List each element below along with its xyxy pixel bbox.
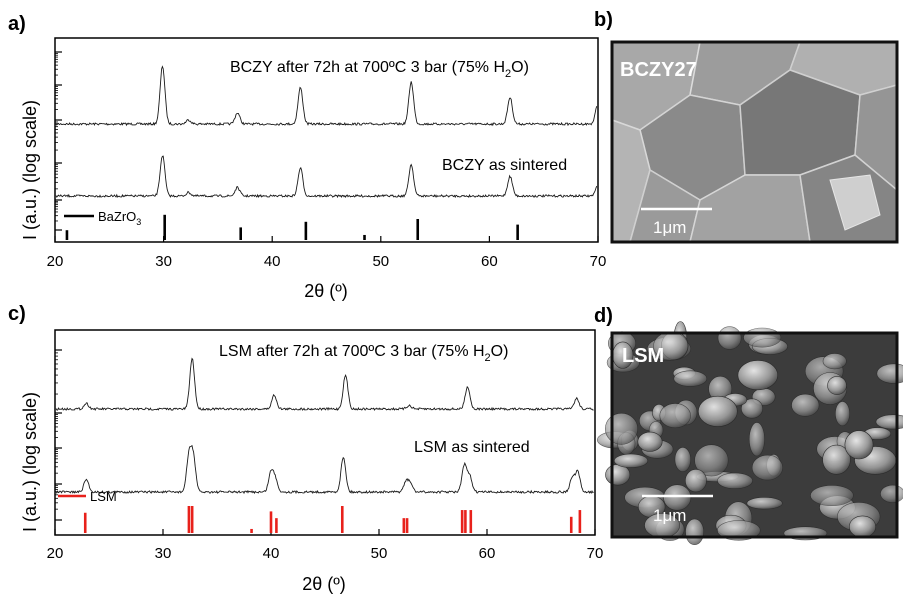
reference-sticks-c (83, 506, 582, 533)
annotation-bczy-after: BCZY after 72h at 700ºC 3 bar (75% H2O) (230, 59, 529, 80)
annotation-bczy-sintered: BCZY as sintered (442, 157, 567, 174)
sem-particle (822, 444, 851, 475)
sem-particle (880, 484, 903, 503)
x-tick-label-c-3: 50 (371, 545, 388, 562)
sem-particle (659, 403, 691, 429)
x-tick-label-a-1: 30 (155, 253, 172, 270)
sem-particle (694, 444, 729, 477)
sem-particle (637, 431, 663, 452)
sem-particle (613, 453, 649, 468)
sem-particle (717, 326, 742, 350)
panel-d: d) LSM 1μm (594, 305, 903, 545)
annotation-lsm-sintered: LSM as sintered (414, 439, 530, 456)
sem-particle (848, 515, 876, 538)
x-tick-label-c-2: 40 (263, 545, 280, 562)
panel-a: a) 20 30 40 50 60 70 BaZrO3 BCZY after 72h at… (8, 13, 606, 301)
x-ticks-c: 20 30 40 50 60 70 (47, 529, 604, 562)
sem-image-bczy27: BCZY27 1μm (610, 40, 899, 244)
series-line-a-0 (55, 65, 598, 127)
sem-particle (737, 360, 778, 391)
x-tick-label-c-4: 60 (479, 545, 496, 562)
sem-particle (604, 412, 638, 445)
series-line-c-1 (55, 444, 594, 495)
x-tick-label-c-1: 30 (155, 545, 172, 562)
series-line-a-1 (55, 155, 598, 199)
sem-particle (717, 472, 753, 489)
panel-letter-d: d) (594, 305, 613, 327)
panel-letter-b: b) (594, 9, 613, 31)
sem-particle (697, 395, 738, 427)
series-group-c (55, 357, 594, 495)
sem-particle (685, 469, 707, 493)
sem-particle (810, 484, 854, 506)
sem-particle (827, 376, 847, 395)
sem-label-lsm: LSM (622, 345, 664, 367)
particle-texture-lsm (596, 321, 903, 545)
y-axis-label-c: I (a.u.) (log scale) (20, 392, 40, 532)
x-tick-label-a-0: 20 (47, 253, 64, 270)
legend-label-lsm: LSM (90, 489, 117, 504)
x-axis-label-c: 2θ (º) (302, 574, 346, 594)
sem-particle (751, 454, 784, 481)
sem-particle (743, 327, 782, 348)
plot-frame-a (54, 37, 599, 243)
sem-particle (748, 422, 765, 457)
sem-particle (674, 446, 691, 472)
sem-particle (791, 393, 820, 417)
x-axis-label-a: 2θ (º) (304, 281, 348, 301)
sem-label-bczy27: BCZY27 (620, 59, 697, 81)
panel-c: c) 20 30 40 50 60 70 LSM LSM after 72h at 700… (8, 303, 603, 594)
panel-b: b) BCZY27 1μm (594, 9, 899, 244)
sem-particle (673, 370, 708, 387)
y-axis-label-a: I (a.u.) (log scale) (20, 100, 40, 240)
x-tick-label-c-5: 70 (587, 545, 604, 562)
panel-letter-a: a) (8, 13, 26, 35)
sem-particle (746, 497, 783, 510)
scale-bar-label-d: 1μm (653, 506, 686, 525)
x-tick-label-a-2: 40 (264, 253, 281, 270)
sem-particle (834, 401, 850, 427)
sem-particle (685, 518, 705, 545)
legend-label-bazro3: BaZrO3 (98, 209, 141, 227)
sem-particle (844, 430, 874, 460)
x-tick-label-a-3: 50 (372, 253, 389, 270)
annotation-lsm-after: LSM after 72h at 700ºC 3 bar (75% H2O) (219, 343, 508, 364)
series-line-c-0 (55, 357, 594, 411)
y-ticks-c (55, 349, 62, 521)
x-tick-label-a-4: 60 (481, 253, 498, 270)
reference-sticks-a (65, 214, 519, 240)
x-tick-label-a-5: 70 (590, 253, 607, 270)
sem-particle (663, 484, 692, 511)
plot-frame-c (54, 329, 596, 536)
x-ticks-a: 20 30 40 50 60 70 (47, 236, 607, 270)
sem-particle (716, 520, 761, 541)
x-tick-label-c-0: 20 (47, 545, 64, 562)
panel-letter-c: c) (8, 303, 26, 325)
scale-bar-label-b: 1μm (653, 218, 686, 237)
sem-particle (740, 398, 763, 419)
sem-image-lsm: LSM 1μm (596, 321, 903, 545)
y-ticks-a (55, 51, 62, 231)
sem-particle (822, 353, 847, 370)
series-group-a (55, 65, 598, 199)
